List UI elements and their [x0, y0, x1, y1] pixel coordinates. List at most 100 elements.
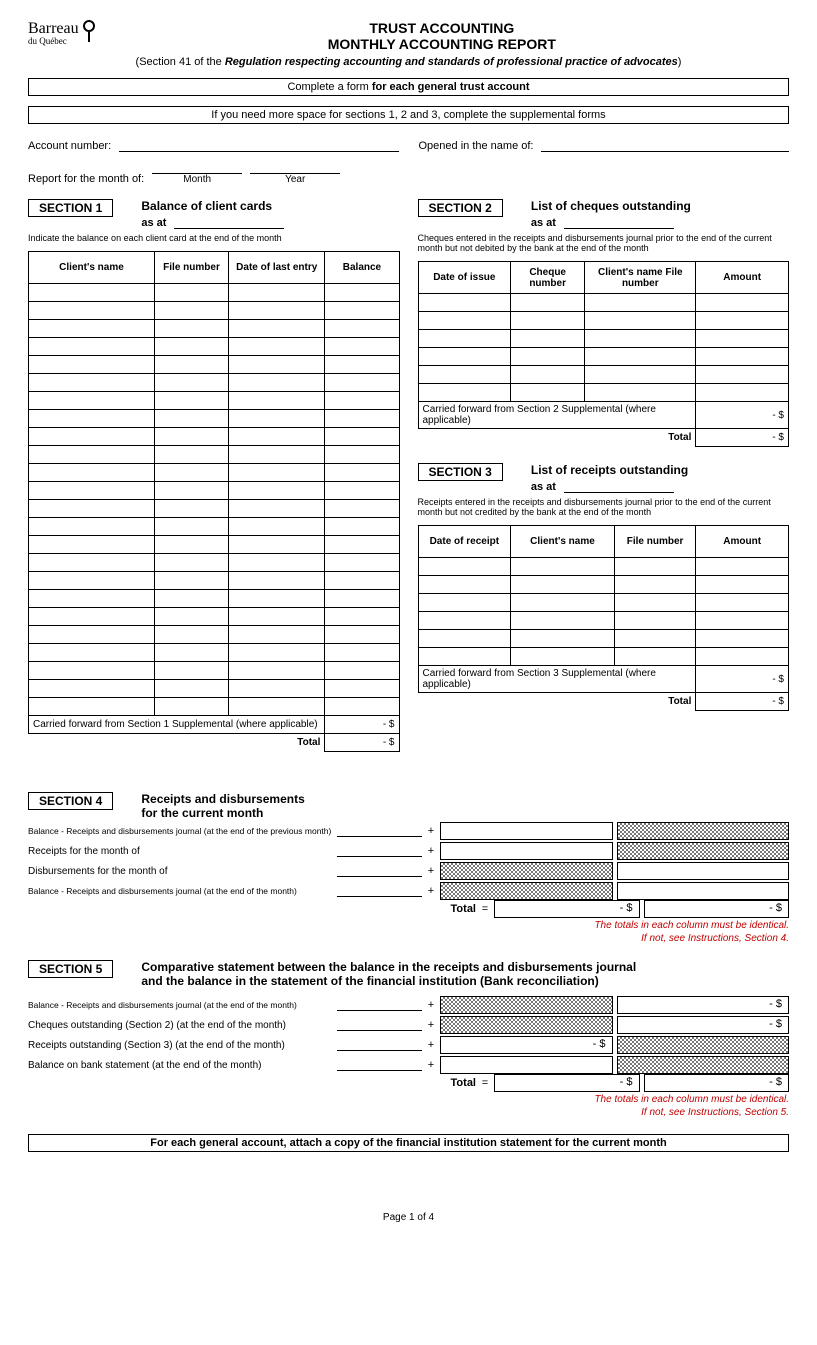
- table-cell[interactable]: [614, 612, 696, 630]
- table-cell[interactable]: [29, 338, 155, 356]
- table-cell[interactable]: [585, 330, 696, 348]
- table-cell[interactable]: [154, 320, 228, 338]
- sec5-line-1[interactable]: [337, 1019, 422, 1031]
- table-cell[interactable]: [29, 518, 155, 536]
- table-cell[interactable]: [229, 626, 325, 644]
- table-cell[interactable]: [418, 312, 511, 330]
- table-cell[interactable]: [229, 356, 325, 374]
- table-cell[interactable]: [696, 348, 789, 366]
- sec5-c2-0[interactable]: - $: [617, 996, 790, 1014]
- table-cell[interactable]: [325, 446, 399, 464]
- sec4-line-2[interactable]: [337, 865, 422, 877]
- table-cell[interactable]: [418, 366, 511, 384]
- table-cell[interactable]: [154, 554, 228, 572]
- table-cell[interactable]: [29, 698, 155, 716]
- table-cell[interactable]: [696, 366, 789, 384]
- table-cell[interactable]: [229, 410, 325, 428]
- opened-name-field[interactable]: [541, 138, 789, 152]
- table-cell[interactable]: [696, 648, 789, 666]
- sec5-c1-2[interactable]: - $: [440, 1036, 613, 1054]
- table-cell[interactable]: [154, 410, 228, 428]
- table-cell[interactable]: [29, 302, 155, 320]
- table-cell[interactable]: [229, 428, 325, 446]
- table-cell[interactable]: [154, 338, 228, 356]
- table-cell[interactable]: [614, 630, 696, 648]
- table-cell[interactable]: [229, 680, 325, 698]
- table-cell[interactable]: [29, 392, 155, 410]
- table-cell[interactable]: [325, 464, 399, 482]
- month-field[interactable]: [152, 160, 242, 174]
- table-cell[interactable]: [696, 612, 789, 630]
- table-cell[interactable]: [511, 630, 615, 648]
- table-cell[interactable]: [696, 630, 789, 648]
- table-cell[interactable]: [325, 374, 399, 392]
- table-cell[interactable]: [154, 590, 228, 608]
- sec5-c1-3[interactable]: [440, 1056, 613, 1074]
- table-cell[interactable]: [229, 320, 325, 338]
- table-cell[interactable]: [418, 594, 511, 612]
- table-cell[interactable]: [29, 446, 155, 464]
- table-cell[interactable]: [154, 446, 228, 464]
- table-cell[interactable]: [696, 312, 789, 330]
- table-cell[interactable]: [154, 500, 228, 518]
- table-cell[interactable]: [229, 338, 325, 356]
- table-cell[interactable]: [418, 576, 511, 594]
- sec4-c1-1[interactable]: [440, 842, 613, 860]
- table-cell[interactable]: [614, 576, 696, 594]
- table-cell[interactable]: [325, 428, 399, 446]
- table-cell[interactable]: [154, 482, 228, 500]
- table-cell[interactable]: [325, 590, 399, 608]
- sec5-line-3[interactable]: [337, 1059, 422, 1071]
- table-cell[interactable]: [325, 644, 399, 662]
- table-cell[interactable]: [325, 302, 399, 320]
- table-cell[interactable]: [696, 330, 789, 348]
- table-cell[interactable]: [614, 558, 696, 576]
- table-cell[interactable]: [154, 680, 228, 698]
- table-cell[interactable]: [325, 410, 399, 428]
- sec5-line-2[interactable]: [337, 1039, 422, 1051]
- table-cell[interactable]: [325, 698, 399, 716]
- table-cell[interactable]: [29, 554, 155, 572]
- table-cell[interactable]: [229, 518, 325, 536]
- table-cell[interactable]: [29, 410, 155, 428]
- table-cell[interactable]: [511, 294, 585, 312]
- table-cell[interactable]: [511, 330, 585, 348]
- table-cell[interactable]: [511, 594, 615, 612]
- table-cell[interactable]: [614, 648, 696, 666]
- table-cell[interactable]: [325, 320, 399, 338]
- table-cell[interactable]: [696, 576, 789, 594]
- table-cell[interactable]: [229, 572, 325, 590]
- table-cell[interactable]: [154, 518, 228, 536]
- sec5-c2-1[interactable]: - $: [617, 1016, 790, 1034]
- table-cell[interactable]: [29, 572, 155, 590]
- table-cell[interactable]: [585, 384, 696, 402]
- table-cell[interactable]: [585, 366, 696, 384]
- table-cell[interactable]: [696, 594, 789, 612]
- table-cell[interactable]: [325, 554, 399, 572]
- sec4-line-1[interactable]: [337, 845, 422, 857]
- table-cell[interactable]: [325, 392, 399, 410]
- table-cell[interactable]: [696, 294, 789, 312]
- sec4-c2-2[interactable]: [617, 862, 790, 880]
- sec4-c2-3[interactable]: [617, 882, 790, 900]
- table-cell[interactable]: [511, 558, 615, 576]
- table-cell[interactable]: [229, 482, 325, 500]
- table-cell[interactable]: [511, 348, 585, 366]
- account-number-field[interactable]: [119, 138, 398, 152]
- table-cell[interactable]: [418, 612, 511, 630]
- table-cell[interactable]: [154, 644, 228, 662]
- table-cell[interactable]: [325, 500, 399, 518]
- table-cell[interactable]: [585, 348, 696, 366]
- table-cell[interactable]: [154, 464, 228, 482]
- table-cell[interactable]: [229, 464, 325, 482]
- table-cell[interactable]: [585, 312, 696, 330]
- table-cell[interactable]: [325, 482, 399, 500]
- table-cell[interactable]: [154, 536, 228, 554]
- sec4-line-3[interactable]: [337, 885, 422, 897]
- table-cell[interactable]: [29, 644, 155, 662]
- table-cell[interactable]: [418, 384, 511, 402]
- table-cell[interactable]: [29, 608, 155, 626]
- table-cell[interactable]: [325, 608, 399, 626]
- table-cell[interactable]: [154, 608, 228, 626]
- table-cell[interactable]: [154, 284, 228, 302]
